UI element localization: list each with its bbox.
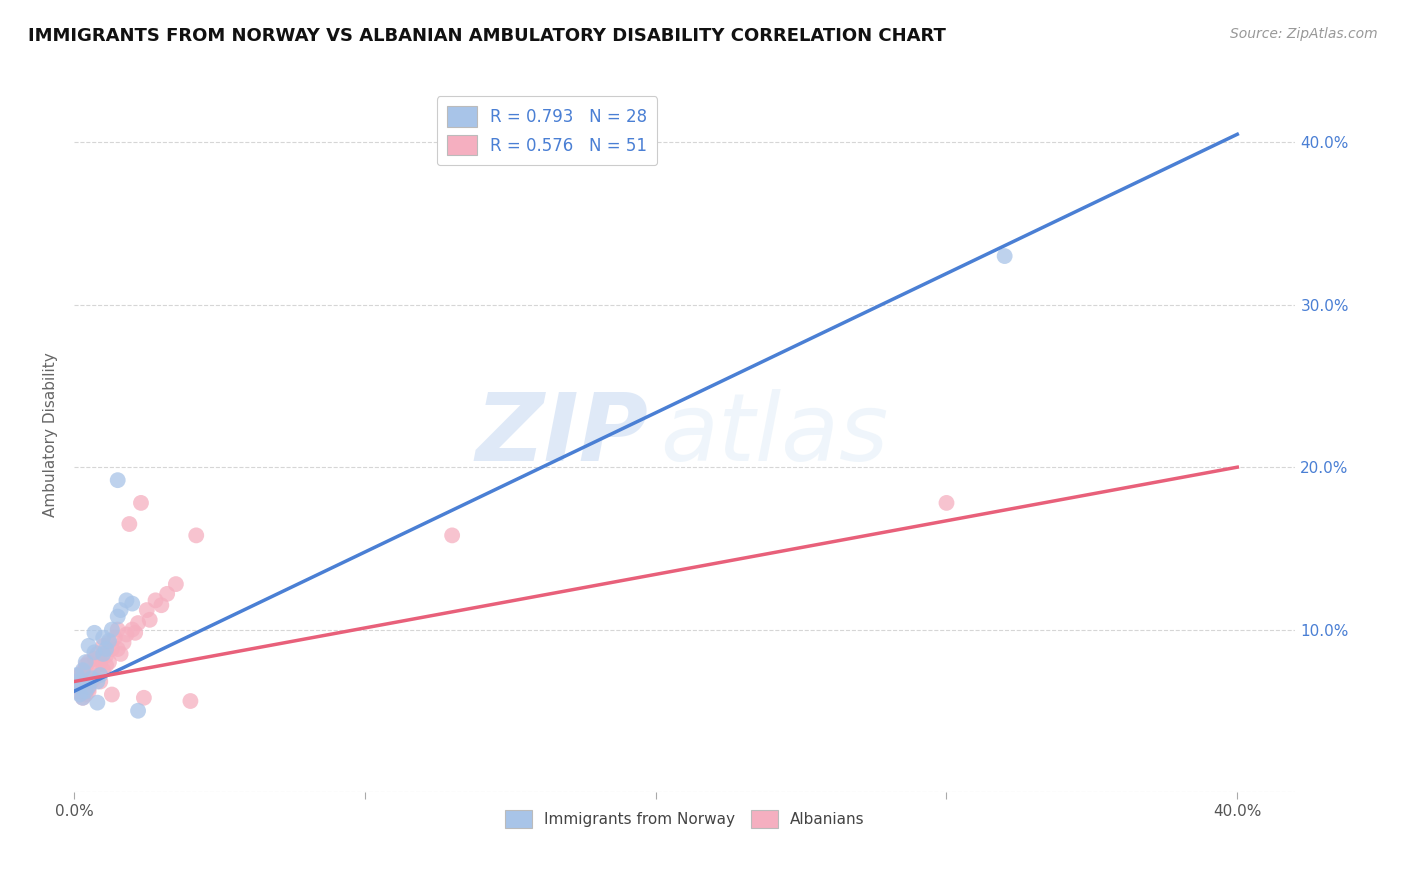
Y-axis label: Ambulatory Disability: Ambulatory Disability: [44, 352, 58, 517]
Point: [935, 496, 957, 510]
Point: [94, 658, 117, 673]
Point: [86, 696, 108, 710]
Point: [124, 625, 146, 640]
Text: atlas: atlas: [661, 389, 889, 480]
Point: [83, 671, 105, 685]
Point: [80, 671, 103, 685]
Point: [86, 658, 108, 673]
Point: [69, 681, 91, 695]
Point: [129, 496, 152, 510]
Point: [72, 690, 94, 705]
Point: [63, 674, 86, 689]
Point: [77, 684, 100, 698]
Point: [441, 528, 464, 542]
Point: [72, 663, 94, 677]
Point: [77, 655, 100, 669]
Point: [132, 690, 155, 705]
Point: [101, 623, 124, 637]
Point: [135, 603, 157, 617]
Point: [91, 647, 114, 661]
Point: [98, 634, 121, 648]
Text: Source: ZipAtlas.com: Source: ZipAtlas.com: [1230, 27, 1378, 41]
Point: [98, 635, 121, 649]
Point: [110, 603, 132, 617]
Text: ZIP: ZIP: [475, 389, 648, 481]
Point: [89, 674, 111, 689]
Point: [98, 655, 121, 669]
Point: [110, 647, 132, 661]
Point: [80, 674, 103, 689]
Point: [104, 631, 127, 645]
Point: [75, 684, 97, 698]
Point: [91, 639, 114, 653]
Point: [83, 652, 105, 666]
Point: [80, 668, 103, 682]
Point: [77, 681, 100, 695]
Point: [75, 655, 97, 669]
Point: [83, 625, 105, 640]
Point: [66, 668, 89, 682]
Point: [121, 623, 143, 637]
Point: [179, 694, 201, 708]
Point: [94, 648, 117, 663]
Point: [91, 631, 114, 645]
Point: [89, 668, 111, 682]
Point: [63, 674, 86, 689]
Point: [145, 593, 167, 607]
Point: [138, 613, 160, 627]
Point: [156, 587, 179, 601]
Point: [66, 684, 89, 698]
Point: [107, 473, 129, 487]
Point: [86, 647, 108, 661]
Legend: Immigrants from Norway, Albanians: Immigrants from Norway, Albanians: [499, 804, 872, 834]
Point: [69, 680, 91, 694]
Point: [101, 642, 124, 657]
Point: [89, 655, 111, 669]
Point: [127, 616, 149, 631]
Point: [77, 639, 100, 653]
Point: [115, 593, 138, 607]
Point: [69, 688, 91, 702]
Point: [72, 665, 94, 679]
Point: [77, 680, 100, 694]
Point: [86, 674, 108, 689]
Point: [72, 690, 94, 705]
Point: [83, 645, 105, 659]
Text: IMMIGRANTS FROM NORWAY VS ALBANIAN AMBULATORY DISABILITY CORRELATION CHART: IMMIGRANTS FROM NORWAY VS ALBANIAN AMBUL…: [28, 27, 946, 45]
Point: [112, 635, 135, 649]
Point: [118, 516, 141, 531]
Point: [127, 704, 149, 718]
Point: [66, 671, 89, 685]
Point: [994, 249, 1017, 263]
Point: [72, 674, 94, 689]
Point: [115, 627, 138, 641]
Point: [165, 577, 187, 591]
Point: [107, 623, 129, 637]
Point: [186, 528, 208, 542]
Point: [75, 658, 97, 673]
Point: [150, 598, 173, 612]
Point: [91, 663, 114, 677]
Point: [94, 642, 117, 657]
Point: [107, 609, 129, 624]
Point: [121, 597, 143, 611]
Point: [101, 688, 124, 702]
Point: [75, 688, 97, 702]
Point: [69, 668, 91, 682]
Point: [107, 642, 129, 657]
